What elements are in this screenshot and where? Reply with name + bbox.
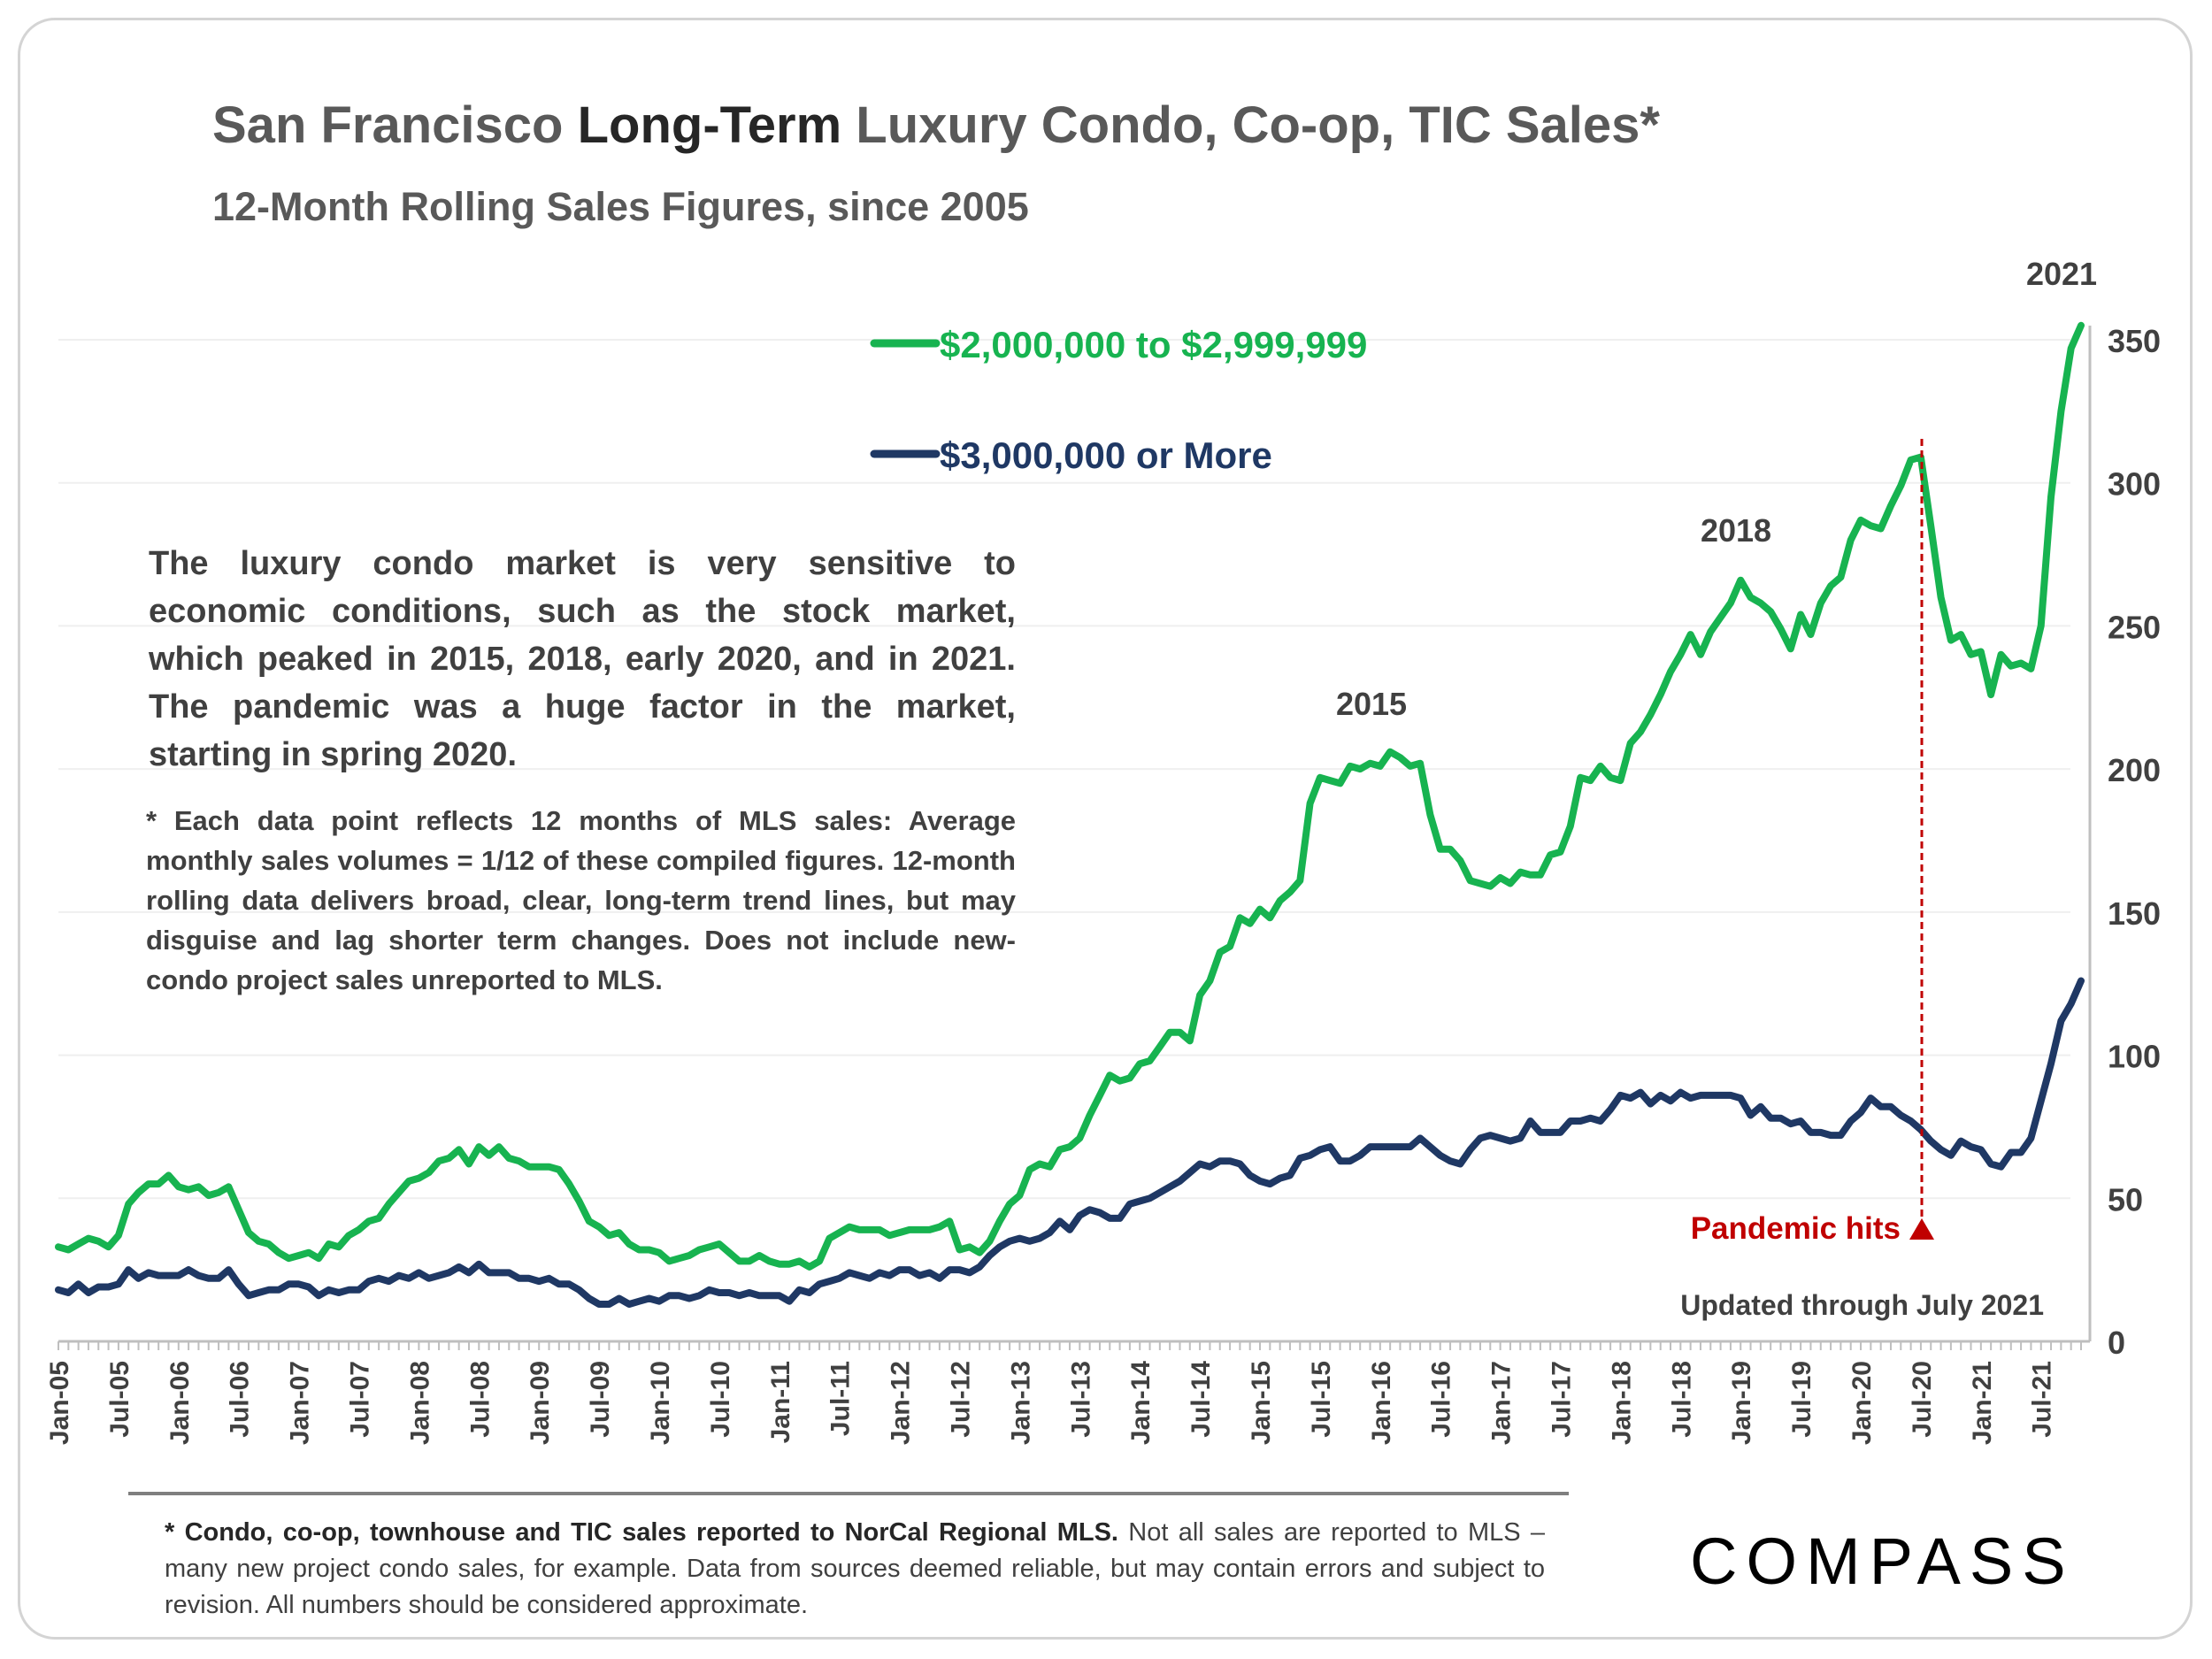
legend-label: $2,000,000 to $2,999,999 (940, 324, 1367, 365)
footnote-rest: Not all sales are reported to MLS – many… (165, 1518, 1545, 1619)
x-tick-label: Jul-15 (1307, 1361, 1336, 1438)
x-tick-label: Jul-07 (346, 1361, 375, 1438)
x-tick-label: Jan-08 (405, 1361, 434, 1445)
x-tick-label: Jan-17 (1487, 1361, 1517, 1445)
x-tick-label: Jul-11 (826, 1361, 856, 1436)
x-tick-label: Jul-20 (1908, 1361, 1937, 1438)
title-emphasis: Long-Term (577, 96, 842, 154)
compass-logo: COMPASS (1690, 1525, 2075, 1598)
x-tick-label: Jan-15 (1247, 1361, 1276, 1445)
x-tick-label: Jan-14 (1126, 1361, 1156, 1445)
x-tick-label: Jan-21 (1968, 1361, 1997, 1445)
x-tick-label: Jul-21 (2028, 1361, 2057, 1438)
x-tick-label: Jul-05 (105, 1361, 134, 1438)
annotations: $2,000,000 to $2,999,999 $3,000,000 or Mo… (870, 256, 2097, 1321)
x-tick-label: Jul-13 (1066, 1361, 1095, 1438)
x-tick-label: Jul-18 (1667, 1361, 1696, 1438)
x-tick-label: Jul-10 (706, 1361, 735, 1438)
annotation-2021: 2021 (2026, 256, 2097, 292)
x-tick-label: Jan-09 (526, 1361, 555, 1445)
y-tick-label: 300 (2108, 466, 2161, 503)
x-tick-label: Jan-10 (646, 1361, 675, 1445)
y-tick-label: 250 (2108, 609, 2161, 645)
legend-label: $3,000,000 or More (940, 434, 1272, 476)
y-tick-label: 150 (2108, 895, 2161, 932)
y-tick-label: 100 (2108, 1039, 2161, 1075)
x-tick-label: Jan-20 (1847, 1361, 1877, 1445)
annotation-2015: 2015 (1336, 686, 1407, 722)
series-line-3m-plus (55, 977, 2085, 1308)
x-tick-label: Jan-06 (165, 1361, 195, 1445)
x-tick-label: Jan-16 (1367, 1361, 1396, 1445)
x-tick-label: Jan-13 (1006, 1361, 1035, 1445)
series-line-2m-3m (55, 321, 2085, 1271)
x-tick-label: Jan-19 (1727, 1361, 1756, 1445)
chart-subtitle: 12-Month Rolling Sales Figures, since 20… (212, 184, 1029, 229)
x-tick-label: Jul-17 (1548, 1361, 1577, 1438)
x-tick-label: Jan-05 (45, 1361, 74, 1445)
market-description: The luxury condo market is very sensitiv… (149, 545, 1016, 773)
x-tick-label: Jul-09 (586, 1361, 615, 1438)
x-tick-label: Jul-14 (1187, 1361, 1216, 1438)
y-tick-label: 200 (2108, 752, 2161, 788)
footnote-divider (128, 1492, 1569, 1495)
x-tick-label: Jul-16 (1427, 1361, 1456, 1438)
axes: 0 50 100 150 200 250 300 350 Jan-05 Jul-05 Jan-06 J… (45, 323, 2161, 1445)
footnote-bold: * Condo, co-op, townhouse and TIC sales … (165, 1518, 1118, 1547)
x-tick-label: Jul-08 (465, 1361, 495, 1438)
series-lines (55, 321, 2085, 1308)
x-tick-label: Jan-07 (286, 1361, 315, 1445)
x-tick-label: Jul-12 (947, 1361, 976, 1438)
y-tick-label: 50 (2108, 1181, 2143, 1217)
compass-logo-text: COMPASS (1690, 1525, 2075, 1598)
x-tick-label: Jan-12 (887, 1361, 916, 1445)
x-tick-label: Jul-06 (226, 1361, 255, 1438)
y-tick-label: 350 (2108, 323, 2161, 359)
x-tick-label: Jan-18 (1607, 1361, 1636, 1445)
chart-frame (18, 18, 2193, 1640)
x-tick-label: Jan-11 (766, 1361, 795, 1443)
chart-title: San Francisco Long-Term Luxury Condo, Co… (212, 96, 1660, 154)
annotation-pandemic-hits: Pandemic hits (1691, 1211, 1901, 1246)
pandemic-marker-triangle (1909, 1218, 1934, 1240)
data-note: * Each data point reflects 12 months of … (146, 805, 1016, 995)
y-tick-label: 0 (2108, 1325, 2125, 1361)
x-tick-label: Jul-19 (1787, 1361, 1816, 1438)
annotation-2018: 2018 (1701, 512, 1771, 549)
annotation-updated: Updated through July 2021 (1680, 1289, 2044, 1321)
footnote: * Condo, co-op, townhouse and TIC sales … (165, 1515, 1545, 1624)
